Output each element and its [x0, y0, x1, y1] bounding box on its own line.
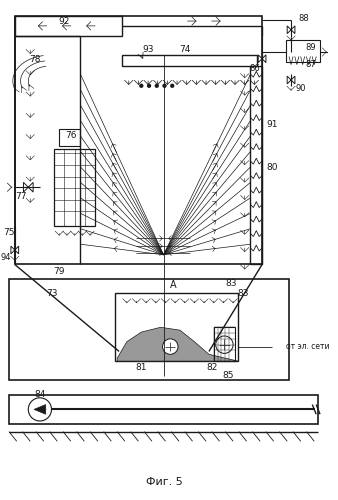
Text: 93: 93 — [142, 44, 154, 54]
Text: 86: 86 — [249, 64, 260, 73]
Bar — [115, 294, 238, 361]
Text: 89: 89 — [305, 42, 316, 51]
Bar — [122, 55, 257, 66]
Text: 84: 84 — [34, 390, 46, 400]
Text: 91: 91 — [266, 120, 277, 129]
Bar — [250, 66, 262, 264]
Polygon shape — [117, 328, 238, 361]
Text: A: A — [170, 280, 176, 290]
Text: 85: 85 — [222, 371, 234, 380]
Text: Фиг. 5: Фиг. 5 — [146, 477, 183, 487]
Circle shape — [148, 84, 150, 87]
Text: 74: 74 — [179, 44, 191, 54]
Polygon shape — [34, 404, 46, 414]
Text: 79: 79 — [53, 267, 65, 276]
Circle shape — [163, 339, 178, 354]
Text: от эл. сети: от эл. сети — [286, 342, 330, 351]
Circle shape — [171, 84, 174, 87]
Text: 94: 94 — [1, 253, 11, 262]
Text: 76: 76 — [65, 130, 76, 140]
Bar — [15, 16, 262, 264]
Text: 75: 75 — [3, 228, 15, 237]
Text: 78: 78 — [29, 55, 41, 64]
Text: 83: 83 — [225, 280, 237, 288]
Polygon shape — [258, 55, 266, 62]
Circle shape — [216, 336, 233, 353]
Bar — [15, 16, 122, 36]
Text: 87: 87 — [305, 60, 316, 69]
Bar — [54, 148, 95, 226]
Bar — [9, 395, 318, 424]
Polygon shape — [287, 76, 295, 84]
Text: 88: 88 — [298, 14, 309, 22]
Text: 82: 82 — [206, 364, 218, 372]
Text: 83: 83 — [237, 289, 248, 298]
Circle shape — [155, 84, 158, 87]
Bar — [214, 328, 235, 361]
Text: 77: 77 — [15, 192, 26, 202]
Polygon shape — [11, 246, 19, 254]
Text: 92: 92 — [58, 16, 70, 26]
Circle shape — [163, 84, 166, 87]
Text: 90: 90 — [295, 84, 306, 93]
Circle shape — [28, 398, 51, 421]
Bar — [286, 40, 320, 62]
Bar — [59, 129, 80, 146]
Bar — [9, 279, 289, 380]
Text: 80: 80 — [266, 164, 277, 172]
Polygon shape — [23, 182, 33, 192]
Text: 73: 73 — [46, 289, 57, 298]
Polygon shape — [287, 26, 295, 34]
Circle shape — [140, 84, 143, 87]
Text: 81: 81 — [136, 364, 147, 372]
